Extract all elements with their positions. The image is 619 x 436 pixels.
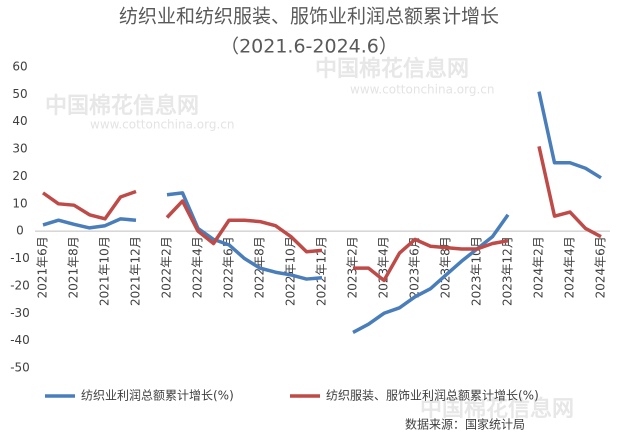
x-tick-label: 2024年2月 xyxy=(532,236,546,298)
x-tick-label: 2022年10月 xyxy=(284,236,298,306)
x-tick-label: 2022年12月 xyxy=(315,236,329,306)
x-tick-label: 2021年12月 xyxy=(129,236,143,306)
y-tick-label: -30 xyxy=(10,306,30,320)
series-line xyxy=(41,145,602,283)
y-tick-label: 40 xyxy=(12,114,27,128)
x-tick-label: 2022年4月 xyxy=(191,236,205,298)
source: 数据来源：国家统计局 xyxy=(405,417,525,432)
legend-label: 纺织业利润总额累计增长(%) xyxy=(81,389,234,403)
x-tick-label: 2021年10月 xyxy=(98,236,112,306)
x-tick-label: 2022年2月 xyxy=(160,236,174,298)
x-tick-label: 2023年4月 xyxy=(377,236,391,298)
x-tick-label: 2023年6月 xyxy=(408,236,422,298)
watermark: 中国棉花信息网 xyxy=(420,396,574,422)
x-tick-label: 2023年12月 xyxy=(501,236,515,306)
x-tick-label: 2022年6月 xyxy=(222,236,236,298)
watermark: 中国棉花信息网 xyxy=(45,93,199,119)
legend-label: 纺织服装、服饰业利润总额累计增长(%) xyxy=(326,389,539,403)
watermark-url: www.cottonchina.org.cn xyxy=(350,83,494,97)
y-tick-label: 10 xyxy=(12,196,27,210)
series-line xyxy=(42,91,602,334)
x-tick-label: 2023年8月 xyxy=(439,236,453,298)
y-tick-label: -10 xyxy=(10,251,30,265)
x-tick-label: 2024年6月 xyxy=(594,236,608,298)
y-tick-label: 0 xyxy=(16,224,24,238)
x-tick-label: 2024年4月 xyxy=(563,236,577,298)
x-tick-label: 2023年2月 xyxy=(346,236,360,298)
chart-title: 纺织业和纺织服装、服饰业利润总额累计增长 xyxy=(119,6,499,28)
x-tick-label: 2021年6月 xyxy=(36,236,50,298)
y-tick-label: 30 xyxy=(12,142,27,156)
y-tick-label: -40 xyxy=(10,333,30,347)
x-tick-label: 2021年8月 xyxy=(67,236,81,298)
chart-subtitle: （2021.6-2024.6） xyxy=(220,36,398,58)
watermark-url: www.cottonchina.org.cn xyxy=(90,118,234,132)
y-tick-label: -20 xyxy=(10,278,30,292)
y-tick-label: 50 xyxy=(12,87,27,101)
watermark: 中国棉花信息网 xyxy=(315,56,469,82)
y-tick-label: 60 xyxy=(12,60,27,74)
y-tick-label: 20 xyxy=(12,169,27,183)
y-tick-label: -50 xyxy=(10,361,30,375)
